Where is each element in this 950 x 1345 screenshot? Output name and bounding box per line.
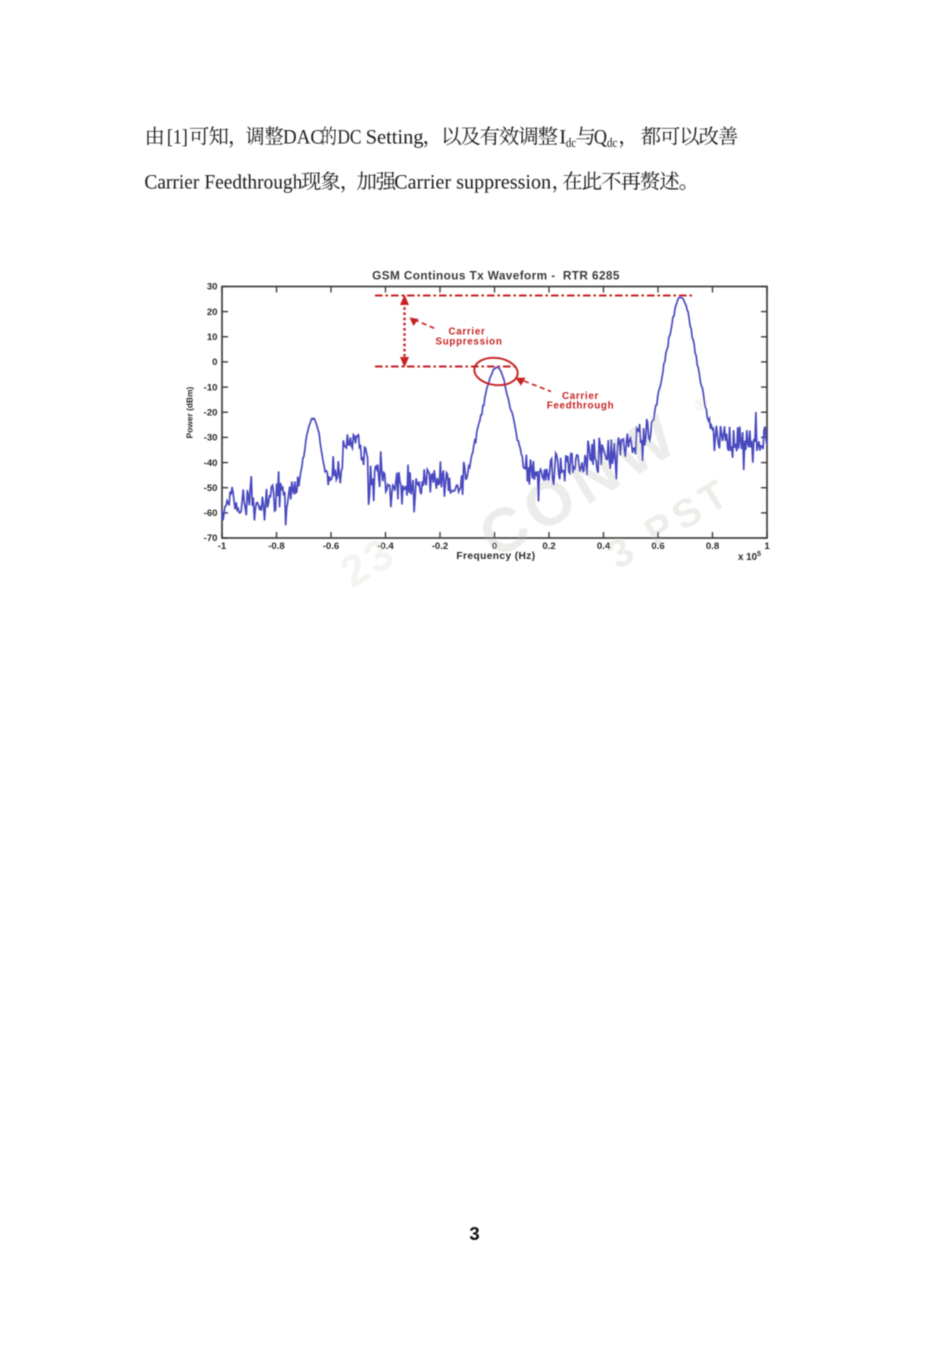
svg-text:3: 3 (469, 1223, 479, 1244)
svg-text:-0.4: -0.4 (377, 541, 394, 552)
svg-text:Carrier: Carrier (448, 327, 485, 338)
svg-text:-10: -10 (204, 382, 218, 393)
svg-text:-0.2: -0.2 (432, 541, 449, 552)
svg-text:-20: -20 (204, 407, 218, 418)
svg-text:-30: -30 (204, 433, 218, 444)
svg-text:®: ® (691, 393, 712, 416)
svg-text:-50: -50 (204, 483, 218, 494)
svg-text:30: 30 (207, 282, 218, 293)
svg-text:0.4: 0.4 (597, 541, 611, 552)
svg-text:0.8: 0.8 (706, 541, 720, 552)
svg-text:-0.8: -0.8 (268, 541, 285, 552)
svg-text:10: 10 (207, 332, 218, 343)
svg-text:20: 20 (207, 307, 218, 318)
svg-text:-40: -40 (204, 458, 218, 469)
svg-text:-70: -70 (204, 533, 218, 544)
svg-text:0: 0 (212, 357, 217, 368)
svg-text:0: 0 (492, 541, 497, 552)
svg-text:Suppression: Suppression (435, 337, 502, 348)
svg-text:1: 1 (764, 541, 770, 552)
svg-text:-1: -1 (218, 541, 227, 552)
svg-text:-60: -60 (204, 508, 218, 519)
svg-text:x 105: x 105 (738, 551, 761, 563)
svg-text:Feedthrough: Feedthrough (547, 401, 615, 412)
svg-text:-0.6: -0.6 (323, 541, 340, 552)
svg-text:Frequency (Hz): Frequency (Hz) (456, 551, 535, 562)
svg-text:GSM Continous Tx Waveform - R: GSM Continous Tx Waveform - RTR 6285 (372, 269, 620, 283)
svg-text:Carrier: Carrier (562, 391, 599, 402)
svg-text:0.2: 0.2 (542, 541, 555, 552)
svg-text:Power (dBm): Power (dBm) (185, 386, 195, 438)
svg-text:0.6: 0.6 (651, 541, 664, 552)
